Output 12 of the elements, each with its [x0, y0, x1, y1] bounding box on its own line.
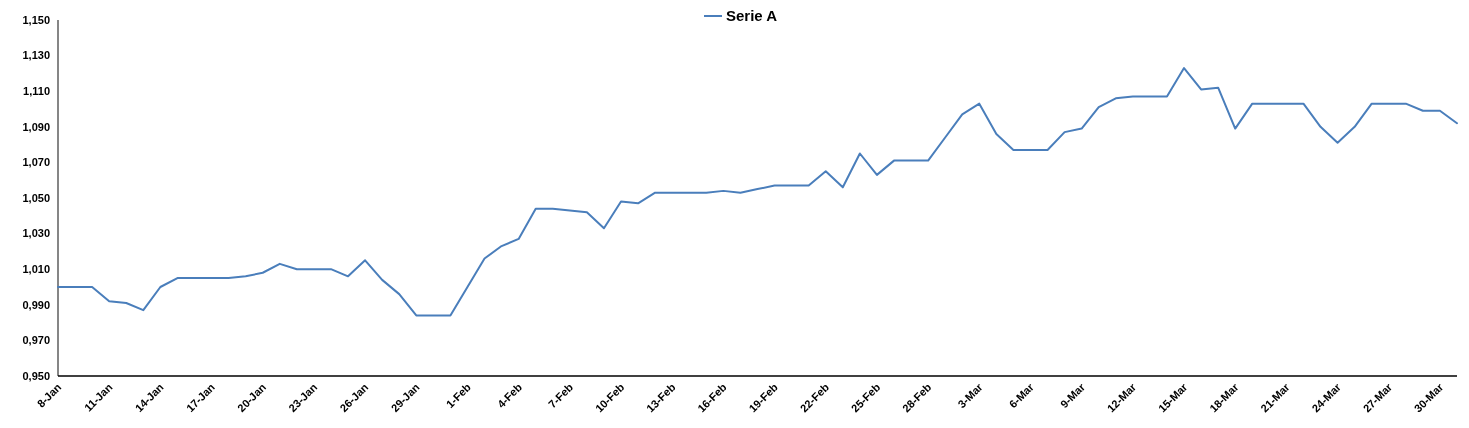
y-tick-label: 0,990	[22, 298, 50, 311]
y-tick-label: 1,150	[22, 13, 50, 26]
y-tick-label: 1,110	[23, 85, 50, 98]
y-tick-label: 1,070	[22, 156, 50, 169]
y-tick-label: 0,970	[22, 334, 50, 347]
legend-label: Serie A	[726, 7, 778, 24]
y-tick-label: 1,050	[22, 191, 50, 204]
y-tick-label: 0,950	[22, 369, 50, 382]
y-tick-label: 1,010	[22, 263, 50, 276]
y-tick-label: 1,030	[22, 227, 50, 240]
y-tick-label: 1,090	[22, 120, 50, 133]
y-tick-label: 1,130	[22, 49, 50, 62]
